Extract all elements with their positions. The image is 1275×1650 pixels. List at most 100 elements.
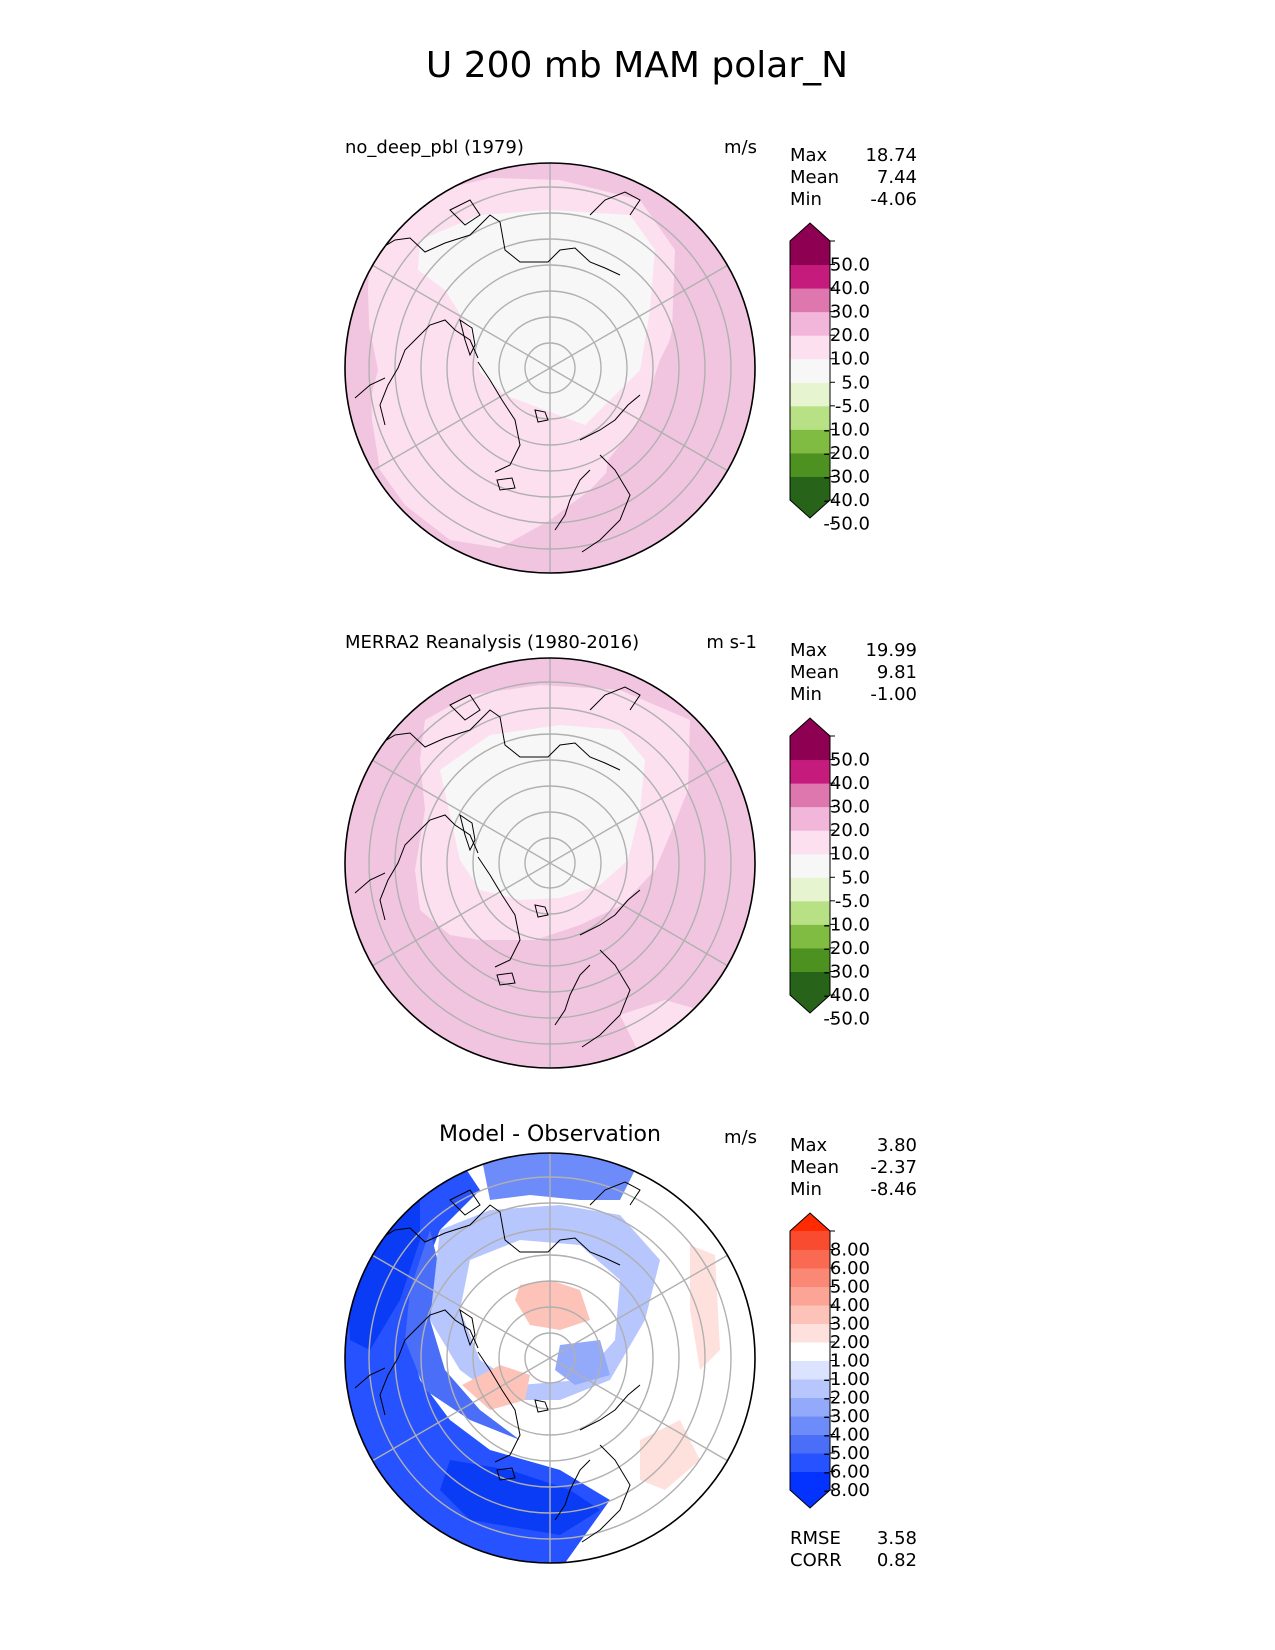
colorbar-tick-label: 3.00 [830,1314,870,1335]
stat-min-label: Min [790,189,822,210]
colorbar-tick-label: -40.0 [823,985,870,1006]
colorbar-tick-label: 40.0 [830,773,870,794]
panel-model-map [345,163,755,573]
colorbar-tick-label: -5.0 [835,396,870,417]
stat-max-value: 19.99 [865,640,917,661]
colorbar-tick-label: -50.0 [823,1009,870,1030]
panel-model-title: no_deep_pbl (1979) [345,137,524,158]
colorbar-tick-label: -50.0 [823,514,870,535]
colorbar-segment [790,1231,830,1250]
colorbar-tick-label: -4.00 [823,1425,870,1446]
colorbar-segment [790,736,830,761]
panel-model-colorbar: 50.040.0 30.020.0 10.05.0 -5.0-10.0 -20.0-30… [789,222,870,535]
panel-diff-title: Model - Observation [439,1122,661,1147]
panel-diff-metrics: RMSE 3.58 CORR 0.82 [790,1528,917,1571]
panel-model-boundary [344,162,756,574]
stat-max-value: 18.74 [865,145,917,166]
colorbar-tick-label: 10.0 [830,844,870,865]
colorbar-tick-label: 5.00 [830,1277,870,1298]
colorbar-tick-label: -20.0 [823,938,870,959]
metric-corr-value: 0.82 [877,1550,917,1571]
stat-max-label: Max [790,640,828,661]
colorbar-segment [790,429,830,454]
colorbar-segment [790,288,830,313]
panel-diff-units: m/s [724,1127,757,1148]
colorbar-tick-label: -1.00 [823,1369,870,1390]
colorbar-segment [790,971,830,996]
stat-min-value: -4.06 [870,189,917,210]
colorbar-segment [790,452,830,477]
colorbar-tick-label: 2.00 [830,1332,870,1353]
colorbar-extend-low [790,1490,830,1508]
colorbar-segment [790,311,830,336]
panel-obs-boundary [344,657,756,1069]
map-atlantic-lighter [405,1230,520,1440]
map-pacific-jet [600,250,755,540]
map-polar-cap [418,210,655,425]
colorbar-segment [790,1286,830,1306]
colorbar-segment [790,335,830,360]
colorbar-segment [790,1249,830,1269]
colorbar-segment [790,806,830,831]
colorbar-tick-label: 4.00 [830,1295,870,1316]
colorbar-extend-low [790,995,830,1013]
colorbar-tick-label: 1.00 [830,1351,870,1372]
metric-rmse-value: 3.58 [877,1528,917,1549]
colorbar-segment [790,830,830,855]
colorbar-segment [790,924,830,949]
colorbar-tick-label: 30.0 [830,302,870,323]
panel-diff-stats: Max 3.80 Mean -2.37 Min -8.46 [790,1135,917,1200]
colorbar-tick-label: -30.0 [823,466,870,487]
panel-diff-grid [368,1153,732,1563]
panel-model: no_deep_pbl (1979) m/s [344,137,917,574]
stat-min-label: Min [790,684,822,705]
map-dark-core-2 [440,1460,600,1535]
colorbar-segment [790,1379,830,1398]
panel-diff-colorbar: 8.006.005.004.003.002.001.00-1.00-2.00-3… [789,1212,870,1509]
colorbar-segment [790,241,830,266]
panel-obs-title: MERRA2 Reanalysis (1980-2016) [345,632,639,653]
stat-mean-label: Mean [790,167,839,188]
panel-diff-boundary [344,1152,756,1564]
figure-title: U 200 mb MAM polar_N [426,45,848,86]
colorbar-segment [790,1453,830,1472]
colorbar-extend-high [790,1213,830,1231]
stat-mean-value: 9.81 [877,662,917,683]
stat-max-label: Max [790,145,828,166]
map-siberia-jet [345,320,378,420]
colorbar-segment [790,1268,830,1287]
colorbar-segment [790,853,830,878]
colorbar-tick-label: -2.00 [823,1388,870,1409]
colorbar-segment [790,1305,830,1324]
panel-obs: MERRA2 Reanalysis (1980-2016) m s-1 [344,632,917,1069]
colorbar-tick-label: 30.0 [830,797,870,818]
colorbar-segment [790,877,830,902]
colorbar-tick-label: 20.0 [830,325,870,346]
colorbar-tick-label: 5.0 [841,867,870,888]
colorbar-segment [790,1416,830,1435]
panel-model-coastlines [354,191,641,553]
panel-diff: Model - Observation m/s [344,1122,917,1571]
colorbar-segment [790,1323,830,1343]
colorbar-tick-label: 10.0 [830,349,870,370]
stat-min-value: -1.00 [870,684,917,705]
panel-model-stats: Max 18.74 Mean 7.44 Min -4.06 [790,145,917,210]
colorbar-tick-label: -30.0 [823,961,870,982]
stat-mean-label: Mean [790,1157,839,1178]
colorbar-extend-low [790,500,830,518]
colorbar-tick-label: 20.0 [830,820,870,841]
colorbar-segment [790,783,830,808]
stat-min-label: Min [790,1179,822,1200]
stat-max-value: 3.80 [877,1135,917,1156]
panel-obs-coastlines [354,686,641,1048]
colorbar-segment [790,900,830,925]
panel-obs-grid [368,658,732,1068]
colorbar-tick-label: -6.00 [823,1462,870,1483]
colorbar-segment [790,1342,830,1361]
colorbar-segment [790,759,830,784]
colorbar-segment [790,264,830,289]
metric-corr-label: CORR [790,1550,842,1571]
colorbar-tick-label: 40.0 [830,278,870,299]
colorbar-segment [790,1471,830,1491]
panel-obs-stats: Max 19.99 Mean 9.81 Min -1.00 [790,640,917,705]
